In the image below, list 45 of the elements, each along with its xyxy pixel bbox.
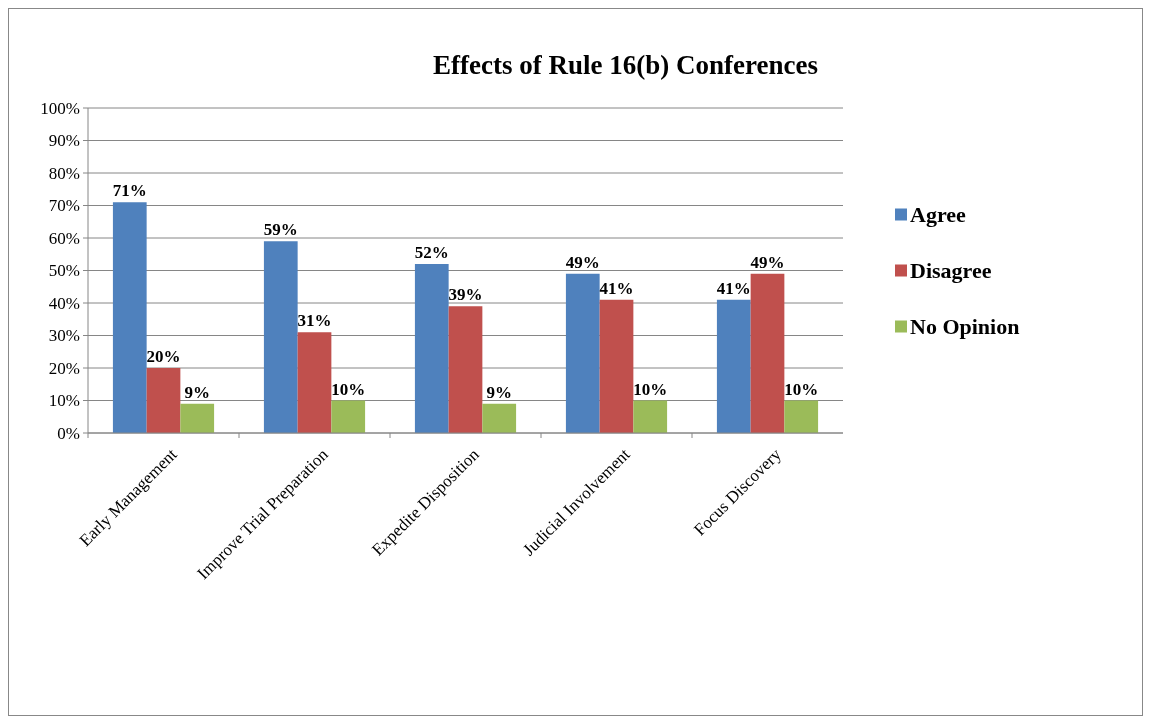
data-label: 9% bbox=[184, 382, 210, 402]
data-label: 31% bbox=[297, 311, 332, 331]
bar bbox=[146, 368, 181, 433]
data-label: 20% bbox=[146, 347, 181, 366]
data-label: 52% bbox=[414, 243, 449, 262]
bar bbox=[599, 299, 634, 433]
legend-label: Agree bbox=[910, 202, 967, 228]
data-label: 9% bbox=[486, 382, 512, 402]
bar bbox=[784, 400, 819, 433]
legend-label: No Opinion bbox=[910, 314, 1020, 340]
legend-label: Disagree bbox=[910, 258, 992, 284]
bar bbox=[633, 400, 668, 433]
y-tick-label: 0% bbox=[57, 423, 80, 443]
data-label: 59% bbox=[263, 220, 298, 240]
bar bbox=[750, 273, 785, 433]
bar bbox=[112, 202, 147, 433]
bar bbox=[331, 400, 366, 433]
data-label: 71% bbox=[112, 181, 147, 201]
y-tick-label: 80% bbox=[48, 163, 80, 183]
bar bbox=[448, 306, 483, 433]
data-label: 41% bbox=[599, 278, 634, 298]
y-tick-label: 90% bbox=[48, 131, 80, 151]
bar bbox=[414, 264, 449, 433]
y-tick-label: 10% bbox=[48, 391, 80, 411]
chart-title: Effects of Rule 16(b) Conferences bbox=[433, 50, 818, 80]
bar bbox=[180, 403, 215, 433]
bar bbox=[716, 299, 751, 433]
data-label: 49% bbox=[565, 252, 600, 272]
y-tick-label: 20% bbox=[48, 358, 80, 378]
bar bbox=[565, 273, 600, 433]
bar bbox=[482, 403, 517, 433]
data-label: 10% bbox=[633, 379, 668, 399]
y-tick-label: 40% bbox=[48, 293, 80, 313]
data-label: 39% bbox=[448, 285, 483, 305]
y-tick-label: 30% bbox=[48, 326, 80, 346]
bar bbox=[297, 332, 332, 433]
data-label: 41% bbox=[716, 278, 751, 298]
data-label: 10% bbox=[331, 379, 366, 399]
data-label: 49% bbox=[750, 252, 785, 272]
y-tick-label: 60% bbox=[48, 228, 80, 248]
data-label: 10% bbox=[784, 379, 819, 399]
bar bbox=[263, 241, 298, 433]
y-tick-label: 50% bbox=[48, 261, 80, 281]
y-tick-label: 100% bbox=[40, 98, 80, 118]
y-tick-label: 70% bbox=[48, 196, 80, 216]
